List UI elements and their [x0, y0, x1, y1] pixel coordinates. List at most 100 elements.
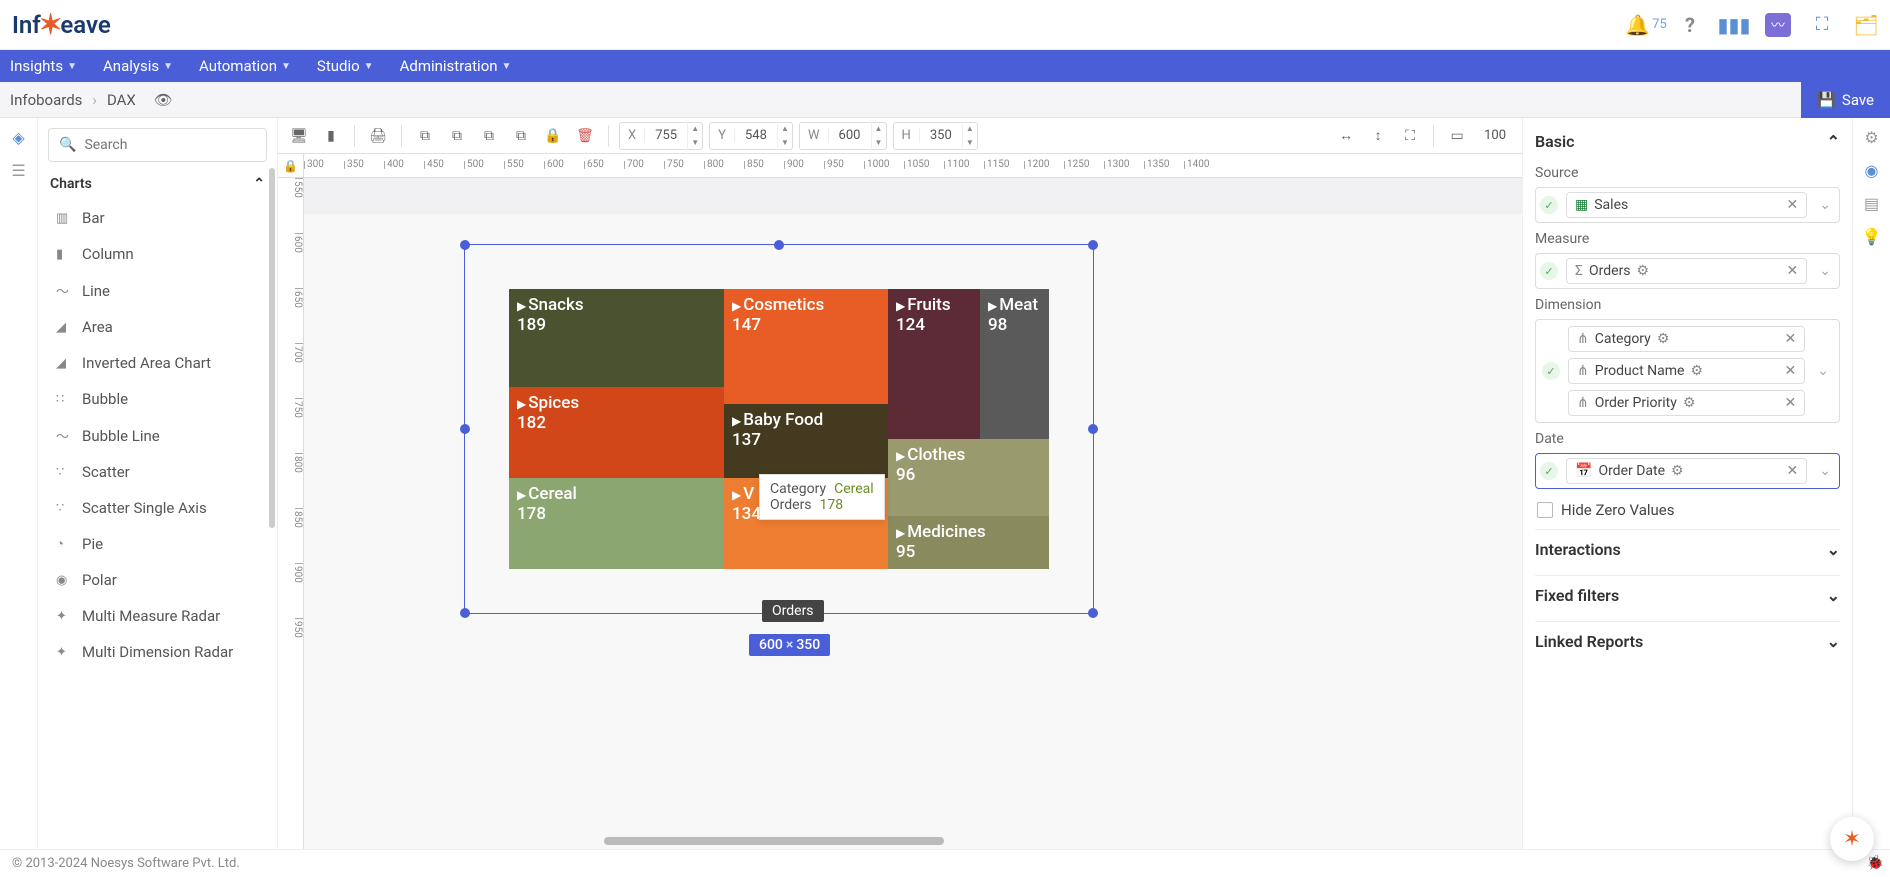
nav-studio[interactable]: Studio▼: [317, 57, 374, 75]
search-box[interactable]: 🔍: [48, 128, 267, 162]
help-button[interactable]: ?: [1678, 13, 1702, 37]
date-chip[interactable]: 📅 Order Date ⚙ ✕: [1566, 458, 1807, 484]
charts-section-header[interactable]: Charts ⌃: [38, 172, 277, 196]
gear-icon[interactable]: ⚙: [1683, 395, 1696, 411]
hide-zero-checkbox[interactable]: Hide Zero Values: [1535, 497, 1840, 523]
treemap-cell[interactable]: ▶Baby Food137: [724, 404, 888, 478]
y-input[interactable]: [735, 128, 777, 143]
treemap-cell[interactable]: ▶Snacks189: [509, 289, 724, 387]
clear-icon[interactable]: ✕: [1785, 395, 1797, 411]
dimension-chip[interactable]: ⋔Product Name⚙✕: [1568, 358, 1805, 384]
delete-button[interactable]: 🗑: [572, 123, 598, 149]
handle-nw[interactable]: [460, 240, 470, 250]
mobile-view-button[interactable]: ▮: [318, 123, 344, 149]
clear-icon[interactable]: ✕: [1785, 331, 1797, 347]
treemap-cell[interactable]: ▶Clothes96: [888, 439, 1049, 516]
notifications-button[interactable]: 🔔 75: [1634, 13, 1658, 37]
scrollbar-thumb[interactable]: [269, 168, 275, 528]
fit-button[interactable]: ⛶: [1397, 123, 1423, 149]
treemap-cell[interactable]: ▶Cereal178: [509, 478, 724, 569]
fixed-filters-section[interactable]: Fixed filters ⌄: [1535, 575, 1840, 615]
gear-icon[interactable]: ⚙: [1671, 463, 1684, 479]
dropdown-icon[interactable]: ⌄: [1815, 463, 1835, 479]
bug-button[interactable]: 🐞: [1867, 855, 1884, 871]
breadcrumb-root[interactable]: Infoboards: [10, 91, 82, 109]
search-input[interactable]: [84, 137, 262, 153]
source-chip[interactable]: ▦ Sales ✕: [1566, 192, 1807, 218]
dimension-chip[interactable]: ⋔Order Priority⚙✕: [1568, 390, 1805, 416]
w-down[interactable]: ▼: [872, 136, 886, 150]
handle-n[interactable]: [774, 240, 784, 250]
chart-type-item[interactable]: 〜Line: [38, 272, 277, 309]
nav-insights[interactable]: Insights▼: [10, 57, 77, 75]
save-button[interactable]: 💾 Save: [1801, 82, 1890, 118]
notes-button[interactable]: 🗂: [1854, 13, 1878, 37]
duplicate-button[interactable]: ⧉: [476, 123, 502, 149]
preview-button[interactable]: 👁: [154, 91, 173, 109]
y-down[interactable]: ▼: [778, 136, 792, 150]
align-h-button[interactable]: ↔: [1333, 123, 1359, 149]
h-scrollbar[interactable]: [304, 837, 1510, 847]
dropdown-icon[interactable]: ⌄: [1813, 363, 1833, 379]
dashboard-button[interactable]: 〰: [1766, 13, 1790, 37]
chart-type-item[interactable]: ◢Inverted Area Chart: [38, 345, 277, 381]
chart-type-item[interactable]: ✦Multi Dimension Radar: [38, 634, 277, 670]
chart-type-item[interactable]: ▥Bar: [38, 200, 277, 236]
zoom-icon[interactable]: ▭: [1444, 123, 1470, 149]
clear-icon[interactable]: ✕: [1787, 263, 1799, 279]
treemap-cell[interactable]: ▶Cosmetics147: [724, 289, 888, 404]
lock-button[interactable]: 🔒: [540, 123, 566, 149]
gear-icon[interactable]: ⚙: [1690, 363, 1703, 379]
chart-type-item[interactable]: ∵Scatter Single Axis: [38, 490, 277, 526]
x-down[interactable]: ▼: [688, 136, 702, 150]
rail-settings[interactable]: ⚙: [1864, 128, 1878, 147]
linked-reports-section[interactable]: Linked Reports ⌄: [1535, 621, 1840, 661]
dropdown-icon[interactable]: ⌄: [1815, 263, 1835, 279]
measure-chip[interactable]: Σ Orders ⚙ ✕: [1566, 258, 1807, 284]
align-v-button[interactable]: ↕: [1365, 123, 1391, 149]
w-up[interactable]: ▲: [872, 122, 886, 136]
rail-ideas[interactable]: 💡: [1862, 227, 1882, 246]
chart-type-item[interactable]: ◉Polar: [38, 562, 277, 598]
handle-ne[interactable]: [1088, 240, 1098, 250]
h-scrollbar-thumb[interactable]: [604, 837, 944, 845]
h-input[interactable]: [920, 128, 962, 143]
basic-section-header[interactable]: Basic ⌃: [1535, 126, 1840, 157]
fullscreen-button[interactable]: ⛶: [1810, 13, 1834, 37]
copy-button[interactable]: ⧉: [412, 123, 438, 149]
paste-button[interactable]: ⧉: [444, 123, 470, 149]
h-down[interactable]: ▼: [963, 136, 977, 150]
handle-se[interactable]: [1088, 608, 1098, 618]
gear-icon[interactable]: ⚙: [1637, 263, 1650, 279]
rail-shapes[interactable]: ◈: [12, 128, 24, 147]
rail-layers[interactable]: ☰: [11, 161, 25, 180]
rail-style[interactable]: ◉: [1865, 161, 1879, 180]
clear-icon[interactable]: ✕: [1787, 197, 1799, 213]
chart-type-item[interactable]: ▮Column: [38, 236, 277, 272]
gear-icon[interactable]: ⚙: [1657, 331, 1670, 347]
chart-type-item[interactable]: ◢Area: [38, 309, 277, 345]
x-input[interactable]: [645, 128, 687, 143]
nav-analysis[interactable]: Analysis▼: [103, 57, 173, 75]
handle-sw[interactable]: [460, 608, 470, 618]
chart-type-item[interactable]: ◔Pie: [38, 526, 277, 562]
y-up[interactable]: ▲: [778, 122, 792, 136]
dimension-chip[interactable]: ⋔Category⚙✕: [1568, 326, 1805, 352]
clear-icon[interactable]: ✕: [1787, 463, 1799, 479]
dropdown-icon[interactable]: ⌄: [1815, 197, 1835, 213]
treemap-cell[interactable]: ▶Spices182: [509, 387, 724, 478]
w-input[interactable]: [829, 128, 871, 143]
scrollbar[interactable]: [269, 168, 275, 608]
desktop-view-button[interactable]: 🖥: [286, 123, 312, 149]
handle-w[interactable]: [460, 424, 470, 434]
treemap-cell[interactable]: ▶Fruits124: [888, 289, 980, 439]
interactions-section[interactable]: Interactions ⌄: [1535, 529, 1840, 569]
chart-type-item[interactable]: 〜Bubble Line: [38, 417, 277, 454]
x-up[interactable]: ▲: [688, 122, 702, 136]
nav-administration[interactable]: Administration▼: [400, 57, 512, 75]
treemap-chart[interactable]: ▶Snacks189▶Cosmetics147▶Fruits124▶Meat98…: [509, 289, 1049, 569]
library-button[interactable]: ▮▮▮: [1722, 13, 1746, 37]
treemap-cell[interactable]: ▶Medicines95: [888, 516, 1049, 569]
chart-type-item[interactable]: ✦Multi Measure Radar: [38, 598, 277, 634]
h-up[interactable]: ▲: [963, 122, 977, 136]
